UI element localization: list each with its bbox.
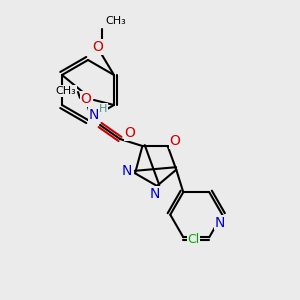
Text: CH₃: CH₃	[106, 16, 126, 26]
Text: O: O	[92, 40, 104, 54]
Text: CH₃: CH₃	[56, 86, 76, 96]
Text: O: O	[80, 92, 92, 106]
Text: O: O	[169, 134, 180, 148]
Text: N: N	[122, 164, 132, 178]
Text: O: O	[124, 126, 136, 140]
Text: N: N	[215, 216, 226, 230]
Text: N: N	[89, 108, 99, 122]
Text: Cl: Cl	[187, 233, 200, 246]
Text: H: H	[99, 104, 107, 114]
Text: N: N	[150, 187, 160, 201]
